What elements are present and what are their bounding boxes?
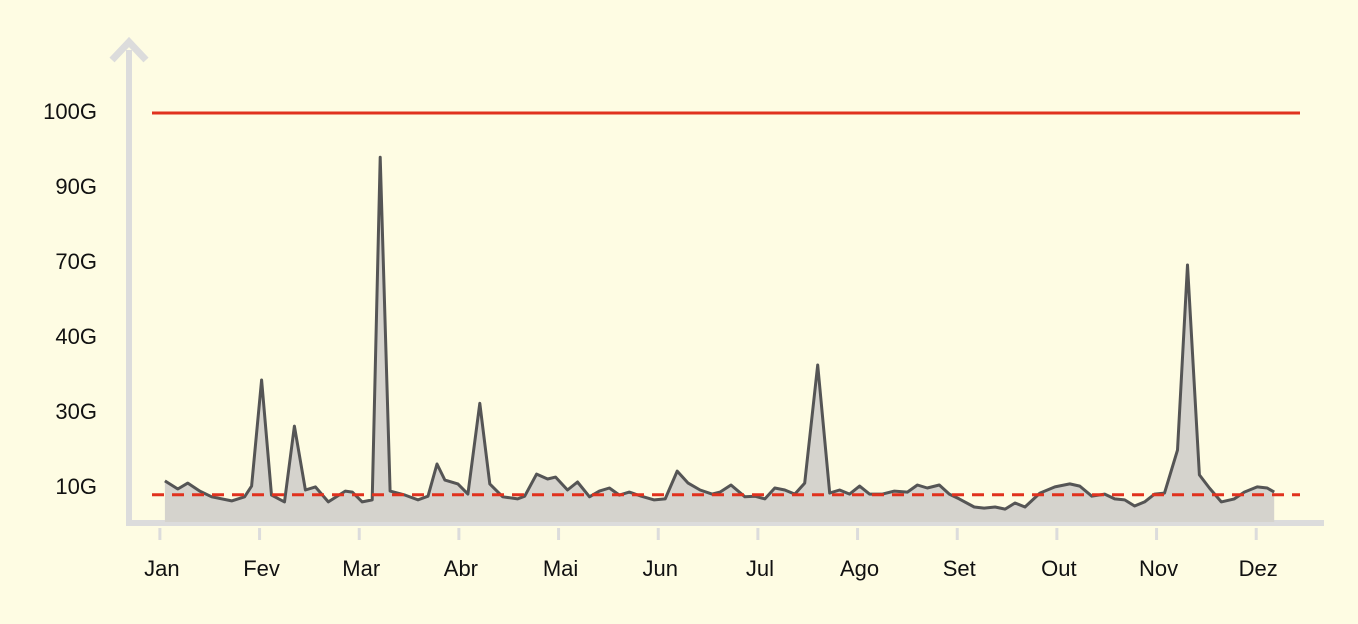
x-tick-label: Mar — [342, 556, 380, 581]
x-tick-label: Out — [1041, 556, 1076, 581]
x-tick-label: Set — [943, 556, 976, 581]
x-tick-label: Mai — [543, 556, 578, 581]
y-tick-label: 100G — [43, 99, 97, 124]
y-tick-label: 90G — [55, 174, 97, 199]
x-tick-label: Abr — [444, 556, 478, 581]
y-tick-label: 10G — [55, 474, 97, 499]
x-tick-label: Nov — [1139, 556, 1178, 581]
y-tick-label: 70G — [55, 249, 97, 274]
x-tick-label: Jan — [144, 556, 179, 581]
x-tick-label: Dez — [1239, 556, 1278, 581]
y-tick-label: 30G — [55, 399, 97, 424]
x-tick-label: Fev — [243, 556, 280, 581]
x-tick-label: Ago — [840, 556, 879, 581]
y-axis-arrow — [109, 36, 149, 63]
x-tick-label: Jun — [642, 556, 677, 581]
y-tick-label: 40G — [55, 324, 97, 349]
x-tick-label: Jul — [746, 556, 774, 581]
